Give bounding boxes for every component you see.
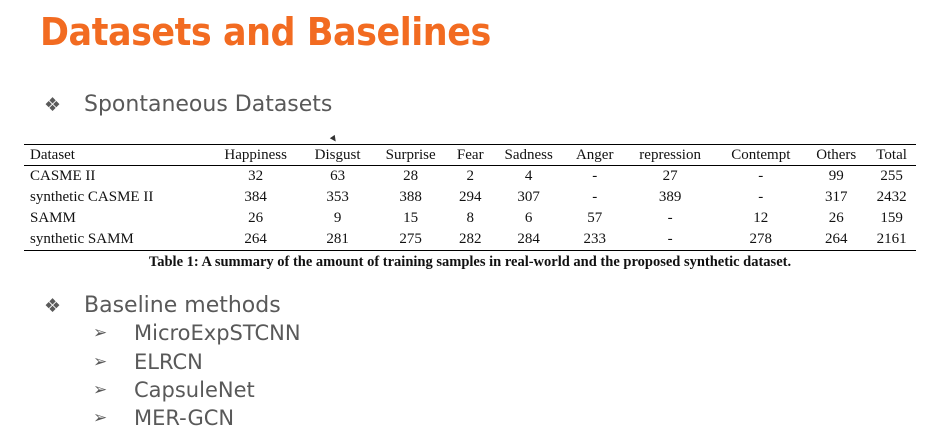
- bullet-text: Baseline methods: [84, 293, 281, 318]
- table-cell: 317: [824, 188, 848, 205]
- diamond-bullet-icon: ❖: [44, 93, 62, 116]
- sub-bullet-text: MicroExpSTCNN: [134, 321, 301, 345]
- table-cell: 264: [805, 229, 868, 251]
- table-cell: 255: [880, 167, 903, 184]
- table-cell: 4: [524, 167, 533, 184]
- diamond-bullet-icon: ❖: [44, 294, 62, 317]
- arrow-bullet-icon: ➢: [93, 323, 108, 343]
- table-row: synthetic CASME II 384 353 388 294 307 -…: [24, 187, 916, 208]
- table-cell: 15: [403, 209, 419, 226]
- table-cell: 26: [828, 209, 844, 226]
- table-cell: 159: [880, 209, 903, 226]
- table-cell: 57: [587, 209, 603, 226]
- table-header-row: Dataset Happiness Disgust Surprise Fear …: [24, 144, 916, 166]
- table-cell: 307: [517, 188, 540, 205]
- sub-bullet-microexpstcnn: ➢ MicroExpSTCNN: [93, 321, 301, 345]
- table-cell: SAMM: [30, 209, 76, 226]
- arrow-bullet-icon: ➢: [93, 380, 108, 400]
- arrow-bullet-icon: ➢: [93, 408, 108, 428]
- table-cell: 389: [658, 188, 682, 205]
- table-cell: 275: [372, 229, 449, 251]
- table-cell: -: [592, 167, 598, 184]
- table-cell: -: [758, 188, 764, 205]
- table-row: synthetic SAMM 264 281 275 282 284 233 -…: [24, 229, 916, 251]
- table-cell: 9: [333, 209, 342, 226]
- table-cell: 99: [828, 167, 844, 184]
- table-cell: -: [667, 209, 673, 226]
- bullet-text: Spontaneous Datasets: [84, 92, 333, 117]
- table-cell: 26: [248, 209, 264, 226]
- table-cell: CASME II: [30, 167, 96, 184]
- bullet-spontaneous-datasets: ❖ Spontaneous Datasets: [44, 92, 332, 117]
- table-cell: 353: [326, 188, 349, 205]
- header-surprise: Surprise: [372, 144, 449, 166]
- table-cell: 264: [208, 229, 303, 251]
- header-fear: Fear: [448, 144, 492, 166]
- header-repression: repression: [623, 144, 717, 166]
- slide-title: Datasets and Baselines: [40, 10, 491, 54]
- sub-bullet-capsulenet: ➢ CapsuleNet: [93, 378, 255, 402]
- table-cell: 282: [448, 229, 492, 251]
- table-cell: synthetic SAMM: [24, 229, 209, 251]
- sub-bullet-elrcn: ➢ ELRCN: [93, 350, 203, 374]
- header-others: Others: [805, 144, 868, 166]
- header-total: Total: [867, 144, 916, 166]
- table-cell: 278: [716, 229, 806, 251]
- table-cell: 281: [302, 229, 373, 251]
- sub-bullet-text: MER-GCN: [134, 406, 235, 430]
- table-cell: 284: [491, 229, 566, 251]
- table-cell: 384: [244, 188, 267, 205]
- sub-bullet-text: CapsuleNet: [134, 378, 255, 402]
- arrow-bullet-icon: ➢: [93, 352, 108, 372]
- table-caption: Table 1: A summary of the amount of trai…: [148, 254, 792, 270]
- table-cell: 2161: [867, 229, 916, 251]
- table-cell: 12: [753, 209, 769, 226]
- table-cell: 8: [466, 209, 474, 226]
- table-row: CASME II 32 63 28 2 4 - 27 - 99 255: [24, 166, 916, 188]
- table-cell: -: [623, 229, 717, 251]
- sub-bullet-text: ELRCN: [134, 350, 203, 374]
- table-cell: 294: [458, 188, 482, 205]
- table-cell: 388: [399, 188, 422, 205]
- header-disgust: Disgust: [302, 144, 373, 166]
- bullet-baseline-methods: ❖ Baseline methods: [44, 293, 281, 318]
- header-anger: Anger: [565, 144, 624, 166]
- table-cell: -: [592, 188, 598, 205]
- header-dataset: Dataset: [24, 144, 209, 166]
- table-cell: 2: [466, 167, 474, 184]
- table-cell: 233: [565, 229, 624, 251]
- table-cell: -: [758, 167, 764, 184]
- table-cell: 6: [524, 209, 533, 226]
- table-cell: synthetic CASME II: [30, 188, 154, 205]
- mouse-cursor-icon: [329, 134, 339, 144]
- table-cell: 27: [662, 167, 678, 184]
- table-cell: 28: [403, 167, 419, 184]
- table-cell: 2432: [876, 188, 907, 205]
- dataset-summary-table: Dataset Happiness Disgust Surprise Fear …: [24, 144, 916, 271]
- sub-bullet-mer-gcn: ➢ MER-GCN: [93, 406, 234, 430]
- table-cell: 32: [248, 167, 264, 184]
- table-row: SAMM 26 9 15 8 6 57 - 12 26 159: [24, 208, 916, 229]
- header-contempt: Contempt: [716, 144, 806, 166]
- header-happiness: Happiness: [208, 144, 303, 166]
- header-sadness: Sadness: [491, 144, 566, 166]
- table-cell: 63: [330, 167, 346, 184]
